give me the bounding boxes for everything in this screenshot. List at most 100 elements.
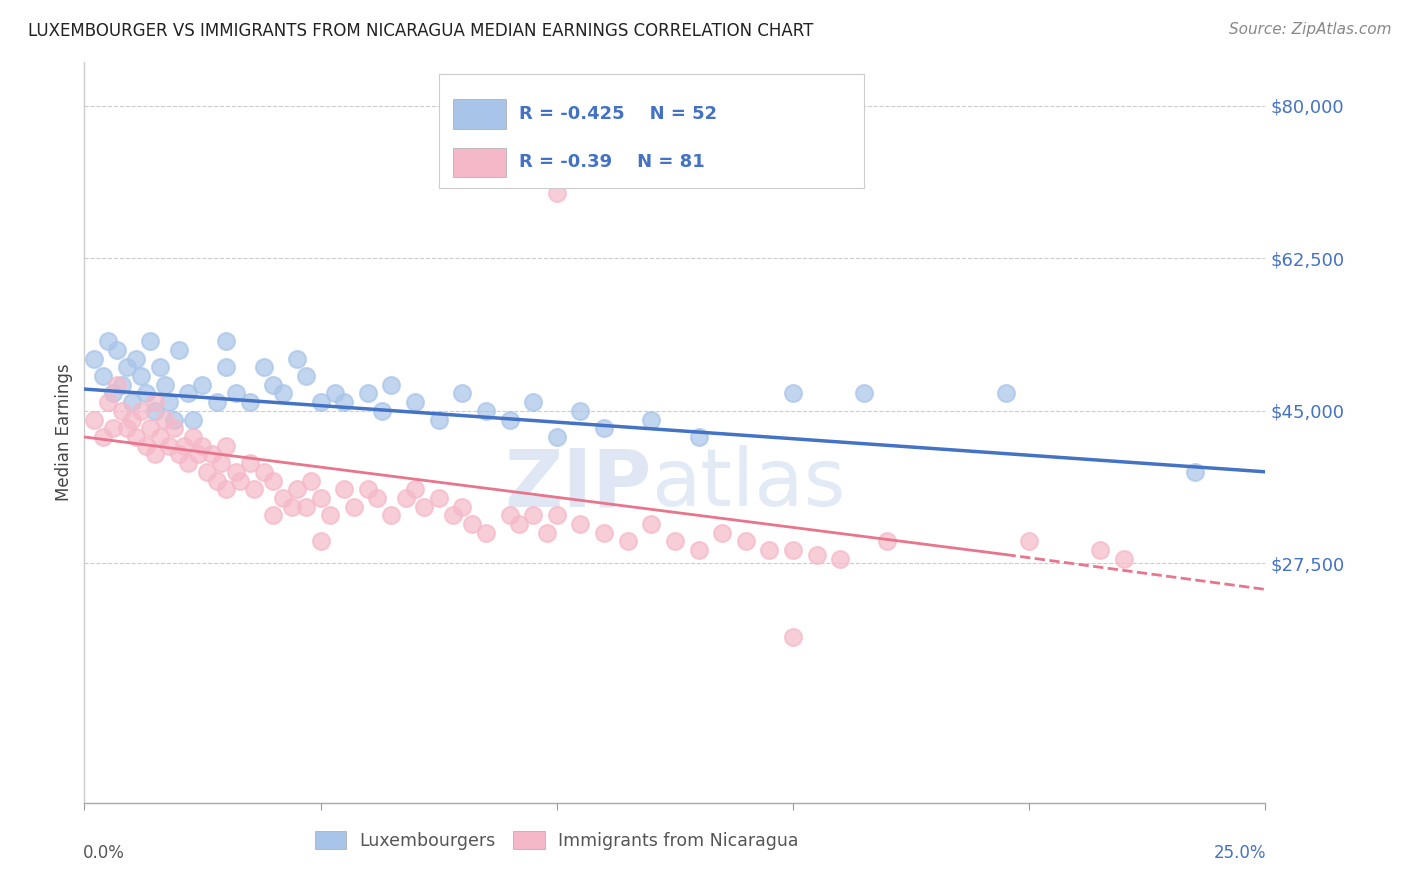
Point [461,517,484,532]
Point [546,508,568,523]
Point [593,525,616,540]
Point [498,412,520,426]
Point [295,369,318,384]
Point [357,482,380,496]
Point [852,386,875,401]
Point [299,474,322,488]
Point [711,525,734,540]
Point [215,360,238,375]
Point [508,517,530,532]
Point [262,474,284,488]
Point [1112,552,1135,566]
Point [333,482,356,496]
Point [262,508,284,523]
Point [758,543,780,558]
FancyBboxPatch shape [439,73,863,188]
Point [664,534,686,549]
Text: 25.0%: 25.0% [1215,844,1267,862]
Point [475,525,498,540]
Point [593,421,616,435]
Point [163,412,186,426]
Point [782,543,804,558]
Point [319,508,342,523]
Point [569,404,592,418]
Point [380,377,402,392]
Point [262,377,284,392]
Point [734,534,756,549]
FancyBboxPatch shape [453,99,506,129]
Point [239,395,262,409]
Point [253,465,276,479]
Point [157,439,180,453]
Point [225,386,247,401]
Text: atlas: atlas [651,445,845,524]
Point [173,439,195,453]
Point [394,491,416,505]
Point [153,377,176,392]
Point [215,334,238,348]
Point [201,447,224,461]
Point [546,430,568,444]
Point [167,447,190,461]
Point [271,491,294,505]
Point [135,439,157,453]
Point [111,404,134,418]
Point [181,430,204,444]
Point [149,430,172,444]
Point [441,508,464,523]
Point [451,386,474,401]
Point [129,369,152,384]
Point [309,491,332,505]
Point [522,395,544,409]
Point [876,534,898,549]
Text: LUXEMBOURGER VS IMMIGRANTS FROM NICARAGUA MEDIAN EARNINGS CORRELATION CHART: LUXEMBOURGER VS IMMIGRANTS FROM NICARAGU… [28,22,814,40]
Point [357,386,380,401]
Point [83,351,105,366]
Point [569,517,592,532]
Point [404,395,426,409]
Point [498,508,520,523]
Point [371,404,394,418]
Point [616,534,638,549]
Point [209,456,232,470]
Point [107,377,129,392]
Point [271,386,294,401]
Text: R = -0.39    N = 81: R = -0.39 N = 81 [519,153,704,171]
Point [782,630,804,644]
Point [253,360,276,375]
Point [343,500,366,514]
Point [139,421,162,435]
Point [143,404,166,418]
Point [115,421,138,435]
Point [97,334,120,348]
Point [380,508,402,523]
Point [536,525,558,540]
Point [187,447,209,461]
Point [281,500,304,514]
Point [143,447,166,461]
Point [225,465,247,479]
Point [139,334,162,348]
Point [177,456,200,470]
Point [101,386,124,401]
Point [640,412,662,426]
Point [830,552,852,566]
Point [427,491,450,505]
Point [91,430,114,444]
Point [125,351,148,366]
Point [83,412,105,426]
Text: 0.0%: 0.0% [83,844,125,862]
Point [239,456,262,470]
Point [125,430,148,444]
Point [191,377,214,392]
Point [115,360,138,375]
Point [782,386,804,401]
Point [129,404,152,418]
Point [806,548,828,562]
Point [640,517,662,532]
Point [427,412,450,426]
Point [475,404,498,418]
Point [994,386,1017,401]
Text: R = -0.425    N = 52: R = -0.425 N = 52 [519,105,717,123]
Point [153,412,176,426]
